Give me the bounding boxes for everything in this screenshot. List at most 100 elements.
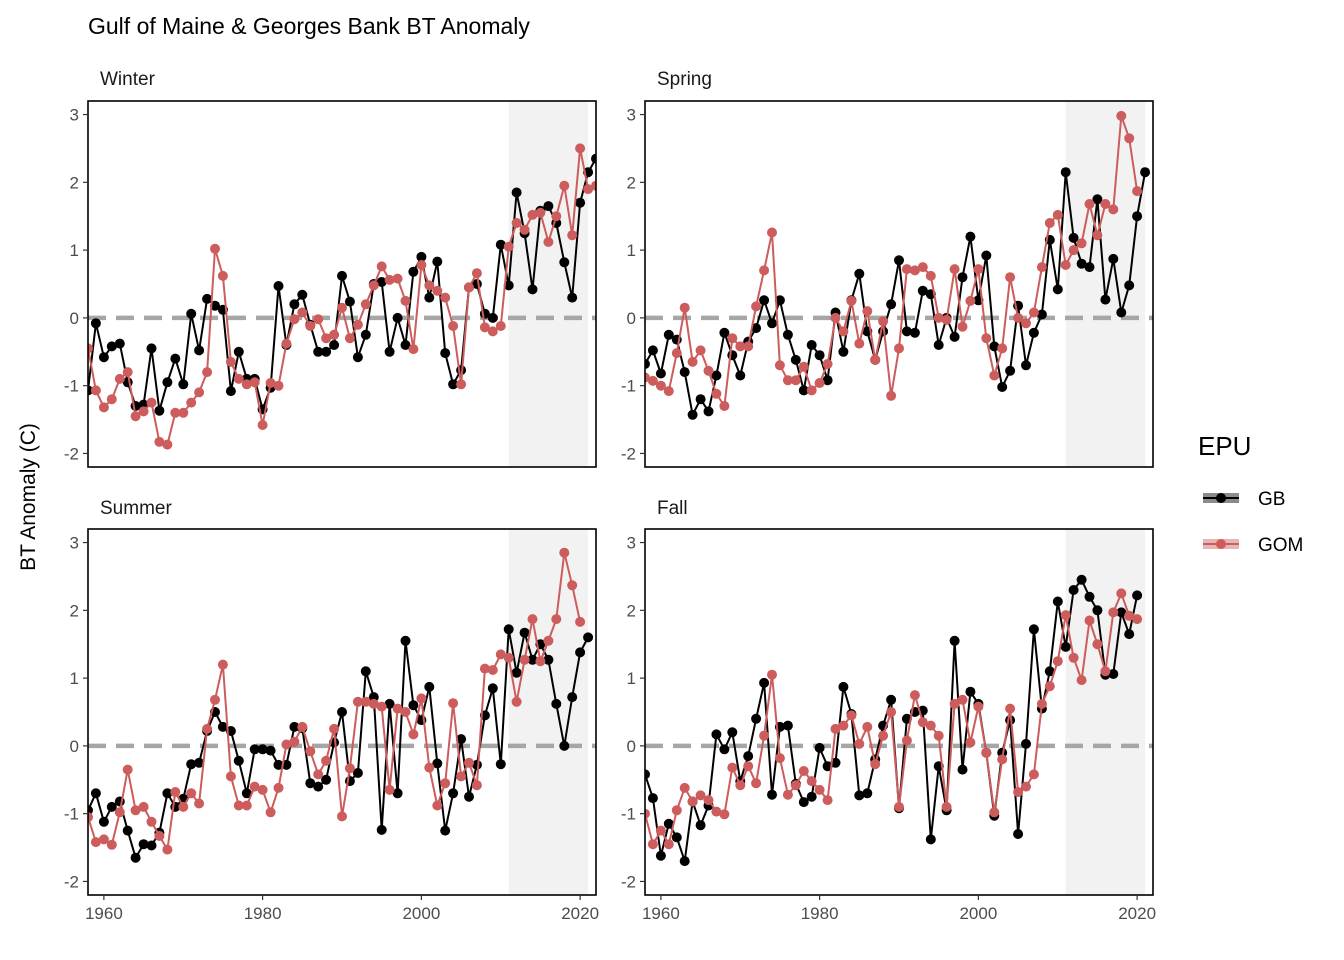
y-tick-label: 3: [627, 534, 636, 553]
data-point: [273, 380, 284, 391]
data-point: [329, 340, 340, 350]
data-point: [186, 788, 197, 799]
data-point: [162, 788, 173, 799]
data-point: [511, 187, 522, 198]
series-gom: [88, 143, 596, 450]
data-point: [487, 312, 498, 323]
data-point: [559, 740, 570, 751]
data-point: [313, 314, 324, 325]
legend-label: GB: [1258, 489, 1285, 510]
data-point: [225, 386, 236, 397]
data-point: [1076, 675, 1087, 686]
data-point: [233, 346, 244, 357]
data-point: [735, 780, 746, 791]
data-point: [671, 832, 682, 843]
data-point: [448, 698, 459, 709]
data-point: [519, 627, 530, 638]
data-point: [495, 239, 506, 250]
data-point: [257, 744, 268, 755]
data-point: [814, 742, 825, 753]
data-point: [806, 776, 817, 787]
data-point: [1052, 596, 1063, 607]
data-point: [210, 243, 220, 254]
data-point: [973, 264, 984, 275]
data-point: [1068, 585, 1079, 595]
data-point: [655, 825, 666, 836]
y-tick-label: 0: [627, 309, 636, 328]
data-point: [289, 299, 300, 310]
data-point: [543, 635, 554, 646]
data-point: [894, 801, 904, 812]
data-point: [679, 302, 690, 313]
data-point: [870, 354, 881, 365]
data-point: [1013, 829, 1024, 839]
data-point: [1068, 232, 1079, 243]
data-point: [798, 797, 809, 808]
data-point: [767, 789, 777, 800]
data-point: [1021, 318, 1031, 329]
data-point: [329, 329, 340, 340]
data-point: [456, 771, 467, 782]
data-point: [479, 663, 490, 674]
y-tick-label: 0: [70, 309, 79, 328]
data-point: [337, 707, 347, 717]
data-point: [965, 231, 976, 242]
data-point: [583, 632, 594, 643]
panel-spring: Spring -2 -1 0 1 2 3: [621, 69, 1154, 468]
data-point: [1013, 312, 1024, 323]
data-point: [1028, 624, 1039, 635]
data-point: [894, 343, 904, 354]
data-point: [1092, 639, 1103, 650]
y-tick-label: 2: [627, 173, 636, 192]
legend-key-point: [1216, 493, 1226, 503]
panel-border: [644, 100, 1154, 468]
x-tick-label: 2000: [959, 904, 997, 923]
data-point: [313, 346, 324, 357]
data-point: [965, 686, 976, 697]
plot-area: [88, 529, 596, 895]
data-point: [202, 723, 213, 734]
data-point: [543, 237, 554, 247]
data-point: [727, 333, 738, 344]
data-point: [376, 701, 387, 712]
data-point: [846, 710, 857, 721]
data-point: [249, 781, 260, 792]
data-point: [687, 356, 698, 367]
data-point: [416, 251, 427, 262]
data-point: [751, 323, 762, 334]
data-point: [790, 354, 801, 365]
data-point: [217, 270, 228, 281]
data-point: [997, 382, 1008, 392]
data-point: [949, 331, 960, 342]
data-point: [440, 292, 451, 303]
data-point: [703, 406, 714, 417]
data-point: [352, 352, 363, 363]
data-point: [575, 197, 586, 208]
data-point: [1044, 681, 1055, 692]
data-point: [233, 800, 244, 811]
data-point: [695, 790, 706, 801]
data-point: [1021, 781, 1031, 792]
data-point: [989, 341, 1000, 352]
panel-summer: Summer -2 -1 0 1 2 3 1960 1980 2000 2020: [64, 498, 599, 923]
data-point: [559, 547, 570, 558]
data-point: [1005, 703, 1016, 714]
data-point: [878, 730, 889, 741]
data-point: [170, 787, 181, 797]
data-point: [114, 373, 125, 384]
panel-title: Spring: [657, 69, 712, 90]
data-point: [194, 387, 205, 398]
data-point: [687, 409, 698, 420]
data-point: [88, 812, 93, 823]
data-point: [424, 280, 435, 291]
y-tick-label: 2: [70, 173, 79, 192]
data-point: [727, 727, 738, 738]
data-point: [305, 746, 316, 757]
data-point: [751, 713, 762, 724]
y-tick-label: 1: [70, 241, 79, 260]
data-point: [432, 800, 443, 811]
data-point: [130, 805, 141, 816]
data-point: [535, 656, 546, 667]
data-point: [759, 265, 770, 276]
data-point: [782, 789, 793, 800]
